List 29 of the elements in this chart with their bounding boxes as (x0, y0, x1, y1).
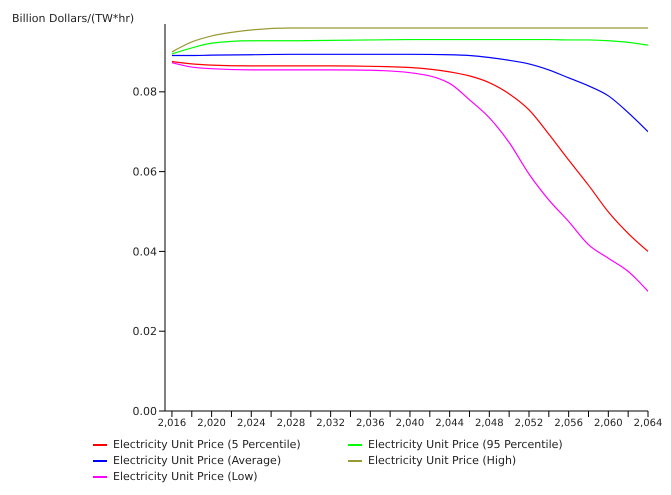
x-tick-label: 2,056 (554, 418, 583, 430)
x-tick-label: 2,040 (396, 418, 424, 430)
y-tick-label: 0.02 (132, 325, 157, 338)
line-series (171, 27, 648, 53)
line-series (171, 38, 648, 55)
line-series (171, 60, 648, 252)
x-tick-label: 2,028 (276, 418, 306, 430)
x-tick-label: 2,036 (356, 418, 385, 430)
y-tick-label: 0.08 (132, 86, 157, 99)
line-series (171, 62, 648, 292)
x-tick-label: 2,044 (435, 418, 464, 430)
line-series (171, 54, 648, 132)
legend-label: Electricity Unit Price (Average) (113, 454, 282, 467)
legend-label: Electricity Unit Price (Low) (113, 470, 258, 483)
x-tick-label: 2,024 (236, 418, 266, 430)
x-tick-label: 2,048 (474, 418, 504, 430)
legend-label: Electricity Unit Price (High) (368, 454, 516, 467)
x-tick-label: 2,032 (316, 418, 345, 430)
legend-label: Electricity Unit Price (5 Percentile) (113, 438, 301, 451)
y-axis-title: Billion Dollars/(TW*hr) (12, 12, 134, 25)
x-tick-label: 2,060 (594, 418, 623, 430)
y-tick-label: 0.00 (132, 404, 157, 418)
x-tick-label: 2,016 (158, 418, 186, 430)
legend-label: Electricity Unit Price (95 Percentile) (368, 438, 563, 451)
y-tick-label: 0.06 (132, 166, 157, 179)
x-tick-label: 2,064 (634, 418, 662, 430)
y-tick-label: 0.04 (132, 245, 157, 258)
x-tick-label: 2,052 (514, 418, 544, 430)
x-tick-label: 2,020 (197, 418, 226, 430)
